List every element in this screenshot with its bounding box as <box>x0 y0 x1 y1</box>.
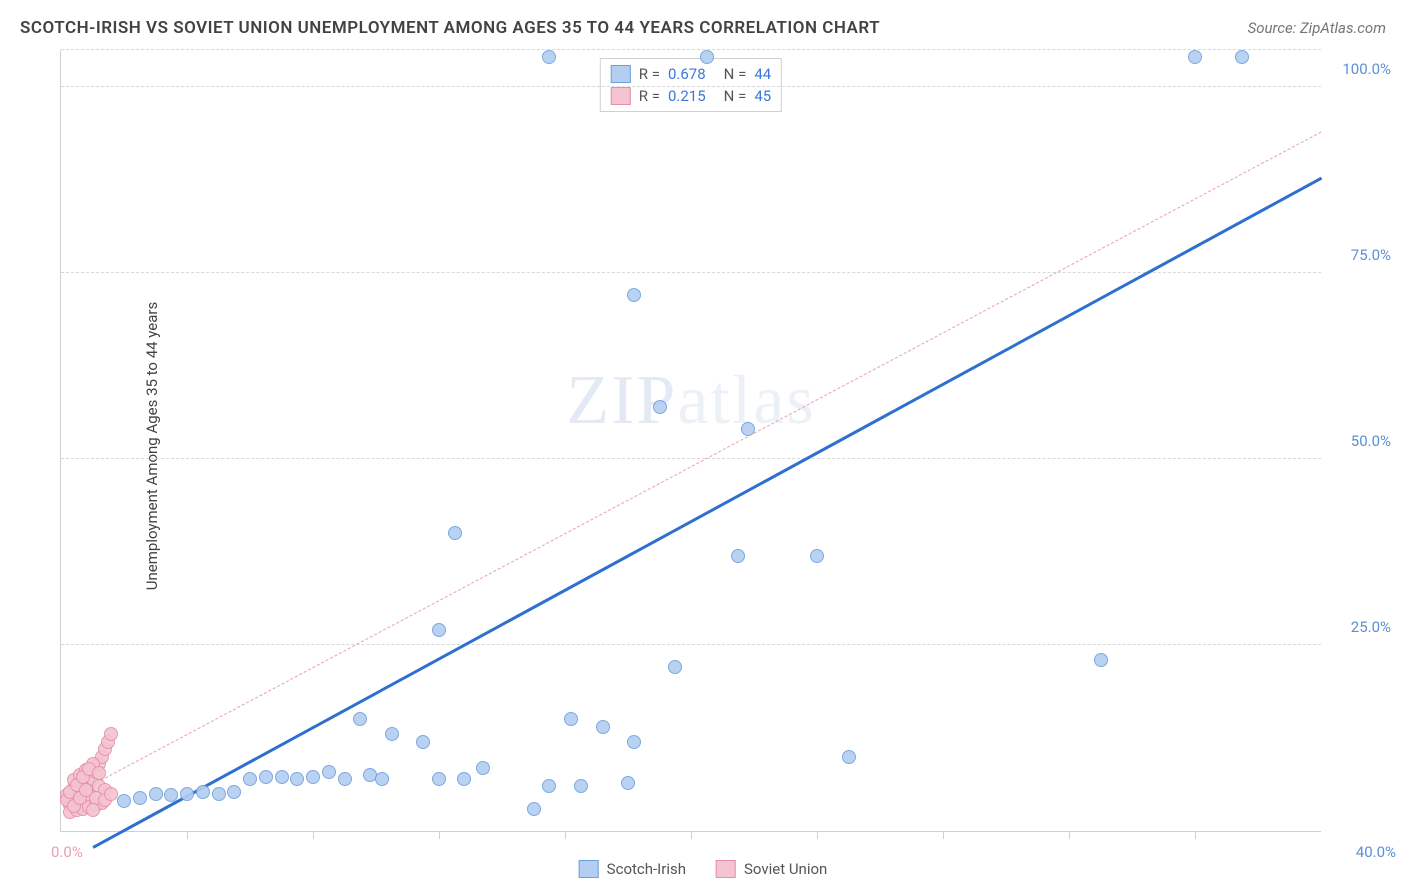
stat-r-label: R = <box>639 65 660 83</box>
chart-source: Source: ZipAtlas.com <box>1248 19 1386 37</box>
data-point <box>290 772 304 786</box>
x-tick <box>187 831 188 839</box>
legend-swatch <box>579 860 599 878</box>
grid-line <box>61 458 1321 459</box>
x-tick <box>565 831 566 839</box>
data-point <box>259 770 273 784</box>
x-tick-label-left: 0.0% <box>51 843 83 861</box>
data-point <box>527 802 541 816</box>
data-point <box>104 727 118 741</box>
data-point <box>243 772 257 786</box>
data-point <box>627 288 641 302</box>
stats-row: R = 0.678 N = 44 <box>611 63 771 85</box>
data-point <box>212 787 226 801</box>
data-point <box>621 776 635 790</box>
data-point <box>322 765 336 779</box>
legend-label: Scotch-Irish <box>607 860 686 878</box>
grid-line <box>61 86 1321 87</box>
data-point <box>668 660 682 674</box>
x-tick <box>439 831 440 839</box>
data-point <box>86 803 100 817</box>
data-point <box>476 761 490 775</box>
x-tick-label-right: 40.0% <box>1356 843 1396 861</box>
data-point <box>564 712 578 726</box>
data-point <box>842 750 856 764</box>
stat-r-value: 0.678 <box>668 65 706 83</box>
data-point <box>700 50 714 64</box>
data-point <box>542 779 556 793</box>
data-point <box>196 785 210 799</box>
x-tick <box>943 831 944 839</box>
x-tick <box>1195 831 1196 839</box>
data-point <box>432 623 446 637</box>
stat-n-label: N = <box>724 87 747 105</box>
data-point <box>1188 50 1202 64</box>
data-point <box>227 785 241 799</box>
data-point <box>79 783 93 797</box>
data-point <box>92 766 106 780</box>
data-point <box>1235 50 1249 64</box>
trend-line <box>61 132 1321 802</box>
legend-item: Soviet Union <box>716 860 827 878</box>
data-point <box>653 400 667 414</box>
stat-r-label: R = <box>639 87 660 105</box>
data-point <box>448 526 462 540</box>
legend-label: Soviet Union <box>744 860 827 878</box>
grid-line <box>61 49 1321 50</box>
stat-n-value: 44 <box>754 65 771 83</box>
stat-n-label: N = <box>724 65 747 83</box>
stat-r-value: 0.215 <box>668 87 706 105</box>
grid-line <box>61 644 1321 645</box>
data-point <box>432 772 446 786</box>
data-point <box>574 779 588 793</box>
data-point <box>306 770 320 784</box>
y-tick-label: 100.0% <box>1331 60 1391 78</box>
legend: Scotch-Irish Soviet Union <box>579 860 828 878</box>
data-point <box>104 787 118 801</box>
data-point <box>275 770 289 784</box>
data-point <box>731 549 745 563</box>
watermark-text: ZIPatlas <box>566 361 815 441</box>
series-swatch <box>611 65 631 83</box>
data-point <box>149 787 163 801</box>
data-point <box>596 720 610 734</box>
y-tick-label: 50.0% <box>1331 432 1391 450</box>
data-point <box>164 788 178 802</box>
y-tick-label: 75.0% <box>1331 246 1391 264</box>
data-point <box>627 735 641 749</box>
x-tick <box>1069 831 1070 839</box>
plot-area: ZIPatlas R = 0.678N = 44R = 0.215N = 45 … <box>60 50 1321 832</box>
stats-row: R = 0.215 N = 45 <box>611 85 771 107</box>
legend-swatch <box>716 860 736 878</box>
data-point <box>416 735 430 749</box>
data-point <box>353 712 367 726</box>
data-point <box>810 549 824 563</box>
data-point <box>1094 653 1108 667</box>
data-point <box>542 50 556 64</box>
data-point <box>180 787 194 801</box>
trend-line <box>92 177 1322 849</box>
data-point <box>117 794 131 808</box>
data-point <box>457 772 471 786</box>
legend-item: Scotch-Irish <box>579 860 686 878</box>
stat-n-value: 45 <box>754 87 771 105</box>
x-tick <box>691 831 692 839</box>
x-tick <box>313 831 314 839</box>
y-tick-label: 25.0% <box>1331 618 1391 636</box>
grid-line <box>61 272 1321 273</box>
chart-header: SCOTCH-IRISH VS SOVIET UNION UNEMPLOYMEN… <box>20 18 1386 38</box>
chart-title: SCOTCH-IRISH VS SOVIET UNION UNEMPLOYMEN… <box>20 18 880 38</box>
correlation-stats-box: R = 0.678 N = 44 R = 0.215 N = 45 <box>600 58 782 112</box>
data-point <box>375 772 389 786</box>
data-point <box>133 791 147 805</box>
data-point <box>338 772 352 786</box>
x-tick <box>817 831 818 839</box>
data-point <box>385 727 399 741</box>
series-swatch <box>611 87 631 105</box>
